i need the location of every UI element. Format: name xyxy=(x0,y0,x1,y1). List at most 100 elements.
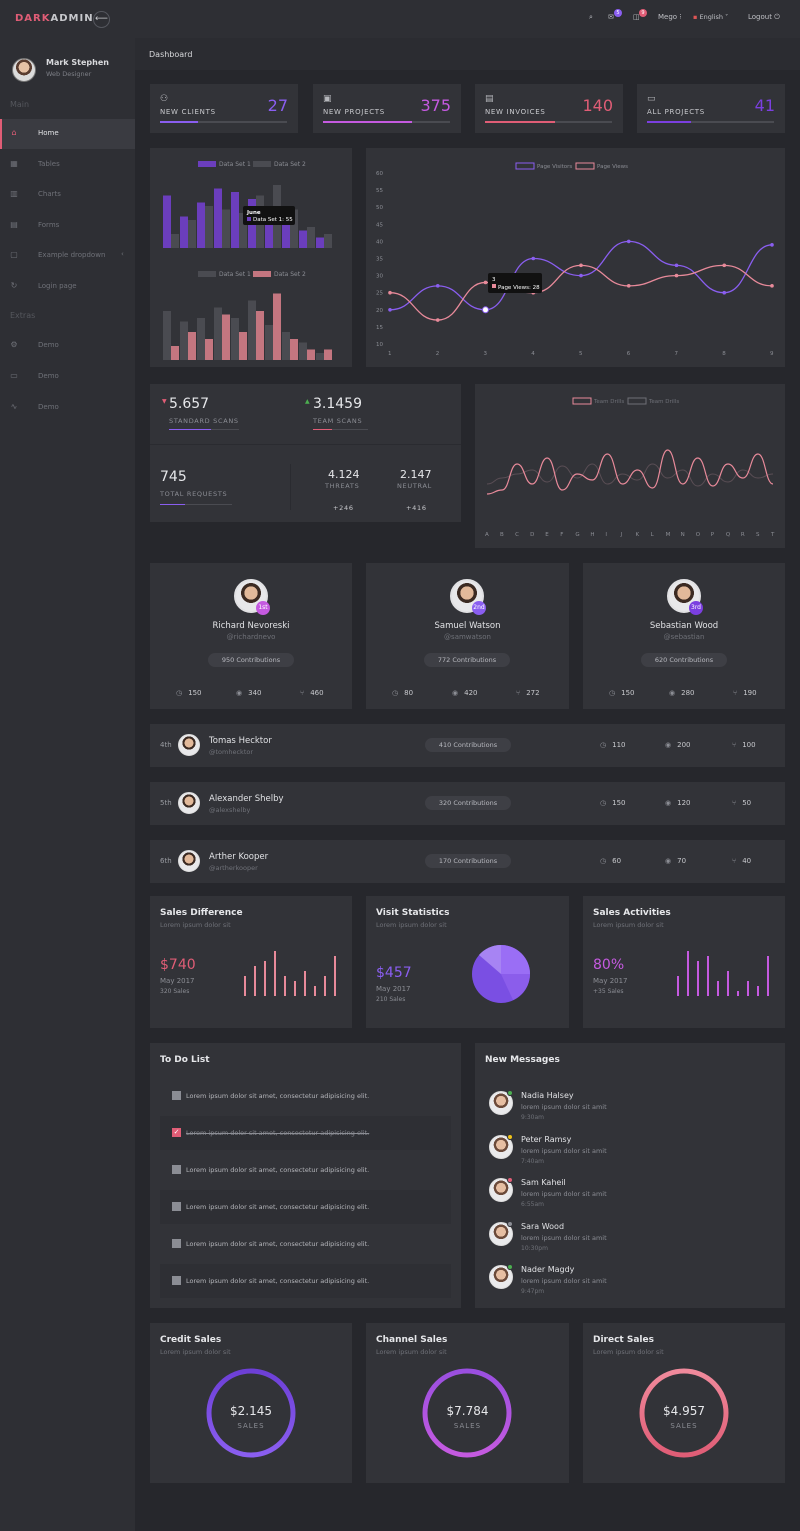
data-point[interactable] xyxy=(626,284,631,288)
bar[interactable] xyxy=(171,234,179,248)
sidebar-item-login-page[interactable]: ↻ Login page xyxy=(10,281,77,290)
data-point[interactable] xyxy=(579,263,583,268)
table-row[interactable]: 5th Alexander Shelby @alexshelby 320 Con… xyxy=(150,782,785,825)
sidebar-item-home[interactable]: ⌂ Home xyxy=(0,119,135,149)
mail-icon[interactable]: ✉ 5 xyxy=(608,9,622,21)
bar[interactable] xyxy=(222,209,230,249)
data-point[interactable] xyxy=(388,308,392,312)
message-item[interactable]: Sara Wood lorem ipsum dolor sit amit 10:… xyxy=(475,1220,785,1261)
message-item[interactable]: Peter Ramsy lorem ipsum dolor sit amit 7… xyxy=(475,1133,785,1174)
bar[interactable] xyxy=(214,307,222,361)
todo-checkbox[interactable]: ✓ xyxy=(172,1128,181,1137)
bar[interactable] xyxy=(171,346,179,360)
sidebar-item-demo-2[interactable]: ▭ Demo xyxy=(10,371,59,380)
bar[interactable] xyxy=(214,188,222,249)
bar[interactable] xyxy=(248,300,256,361)
fork-icon: ⑂ xyxy=(732,857,737,865)
table-row[interactable]: 6th Arther Kooper @artherkooper 170 Cont… xyxy=(150,840,785,883)
todo-checkbox[interactable] xyxy=(172,1091,181,1100)
data-point[interactable] xyxy=(722,290,727,295)
sidebar-item-demo-3[interactable]: ∿ Demo xyxy=(10,402,59,411)
data-point[interactable] xyxy=(483,280,488,285)
bar[interactable] xyxy=(188,220,196,248)
leader-handle: @sebastian xyxy=(663,633,705,641)
bar[interactable] xyxy=(231,192,239,248)
bar[interactable] xyxy=(163,195,171,249)
bar[interactable] xyxy=(324,234,332,248)
data-point[interactable] xyxy=(626,239,631,244)
message-item[interactable]: Nader Magdy lorem ipsum dolor sit amit 9… xyxy=(475,1264,785,1304)
bar[interactable] xyxy=(180,321,188,361)
bar[interactable] xyxy=(205,339,213,360)
logout-link[interactable]: Logout ⏻ xyxy=(748,13,780,21)
data-point[interactable] xyxy=(674,273,679,278)
todo-item[interactable]: Lorem ipsum dolor sit amet, consectetur … xyxy=(160,1227,451,1261)
todo-list-card: To Do List Lorem ipsum dolor sit amet, c… xyxy=(150,1043,461,1308)
bar[interactable] xyxy=(299,230,307,249)
user-menu[interactable]: Mego ⁝ xyxy=(658,13,682,21)
todo-item[interactable]: Lorem ipsum dolor sit amet, consectetur … xyxy=(160,1190,451,1224)
todo-item[interactable]: ✓ Lorem ipsum dolor sit amet, consectetu… xyxy=(160,1116,451,1150)
bar[interactable] xyxy=(316,353,324,360)
bar[interactable] xyxy=(299,342,307,361)
bar[interactable] xyxy=(265,209,273,249)
todo-checkbox[interactable] xyxy=(172,1165,181,1174)
data-point[interactable] xyxy=(770,284,774,288)
bar[interactable] xyxy=(290,209,298,249)
x-tick-label: 9 xyxy=(770,351,774,357)
bar[interactable] xyxy=(307,349,315,361)
search-icon[interactable]: ⌕ xyxy=(589,13,593,21)
clock-icon: ◷ xyxy=(392,689,399,697)
data-point[interactable] xyxy=(770,243,774,247)
todo-item[interactable]: Lorem ipsum dolor sit amet, consectetur … xyxy=(160,1264,451,1298)
data-point[interactable] xyxy=(579,273,583,278)
bar[interactable] xyxy=(282,220,290,248)
table-row[interactable]: 4th Tomas Hecktor @tomhecktor 410 Contri… xyxy=(150,724,785,767)
data-point[interactable] xyxy=(482,306,489,314)
bar[interactable] xyxy=(222,314,230,361)
data-point[interactable] xyxy=(435,284,440,288)
todo-checkbox[interactable] xyxy=(172,1202,181,1211)
bar[interactable] xyxy=(163,311,171,360)
bar[interactable] xyxy=(265,325,273,360)
bar[interactable] xyxy=(290,339,298,360)
profile-role: Web Designer xyxy=(46,70,92,78)
bar[interactable] xyxy=(197,318,205,360)
bar[interactable] xyxy=(256,311,264,360)
data-point[interactable] xyxy=(435,318,440,322)
bar[interactable] xyxy=(231,318,239,360)
bar[interactable] xyxy=(205,206,213,248)
todo-item[interactable]: Lorem ipsum dolor sit amet, consectetur … xyxy=(160,1153,451,1187)
bar[interactable] xyxy=(307,227,315,248)
data-point[interactable] xyxy=(531,256,536,261)
sidebar-item-tables[interactable]: ▦ Tables xyxy=(10,159,60,168)
todo-item[interactable]: Lorem ipsum dolor sit amet, consectetur … xyxy=(160,1079,451,1113)
language-select[interactable]: ▪ English ˅ xyxy=(693,13,729,21)
sidebar-item-demo-1[interactable]: ⚙ Demo xyxy=(10,340,59,349)
rank-badge: 3rd xyxy=(689,601,703,615)
bar[interactable] xyxy=(273,293,281,361)
data-point[interactable] xyxy=(674,263,679,268)
message-item[interactable]: Sam Kaheil lorem ipsum dolor sit amit 6:… xyxy=(475,1177,785,1217)
sidebar-item-example-dropdown[interactable]: ▢ Example dropdown ‹ xyxy=(10,250,124,259)
bell-icon[interactable]: ◫ 9 xyxy=(633,9,647,21)
bar[interactable] xyxy=(239,213,247,248)
sidebar-toggle-button[interactable]: ⟵ xyxy=(93,11,110,28)
bar[interactable] xyxy=(188,332,196,360)
bar[interactable] xyxy=(282,332,290,360)
todo-checkbox[interactable] xyxy=(172,1276,181,1285)
bar[interactable] xyxy=(239,332,247,360)
data-point[interactable] xyxy=(388,290,392,295)
sidebar-item-charts[interactable]: ▥ Charts xyxy=(10,189,61,198)
bar[interactable] xyxy=(197,202,205,249)
todo-checkbox[interactable] xyxy=(172,1239,181,1248)
data-point[interactable] xyxy=(722,263,727,268)
brand-logo[interactable]: DARKADMIN xyxy=(15,13,94,24)
bar[interactable] xyxy=(316,237,324,249)
bar[interactable] xyxy=(324,349,332,361)
bar[interactable] xyxy=(180,216,188,249)
sidebar-item-forms[interactable]: ▤ Forms xyxy=(10,220,60,229)
legend-swatch xyxy=(253,161,271,167)
message-item[interactable]: Nadia Halsey lorem ipsum dolor sit amit … xyxy=(475,1090,785,1130)
y-tick-label: 35 xyxy=(376,257,383,263)
